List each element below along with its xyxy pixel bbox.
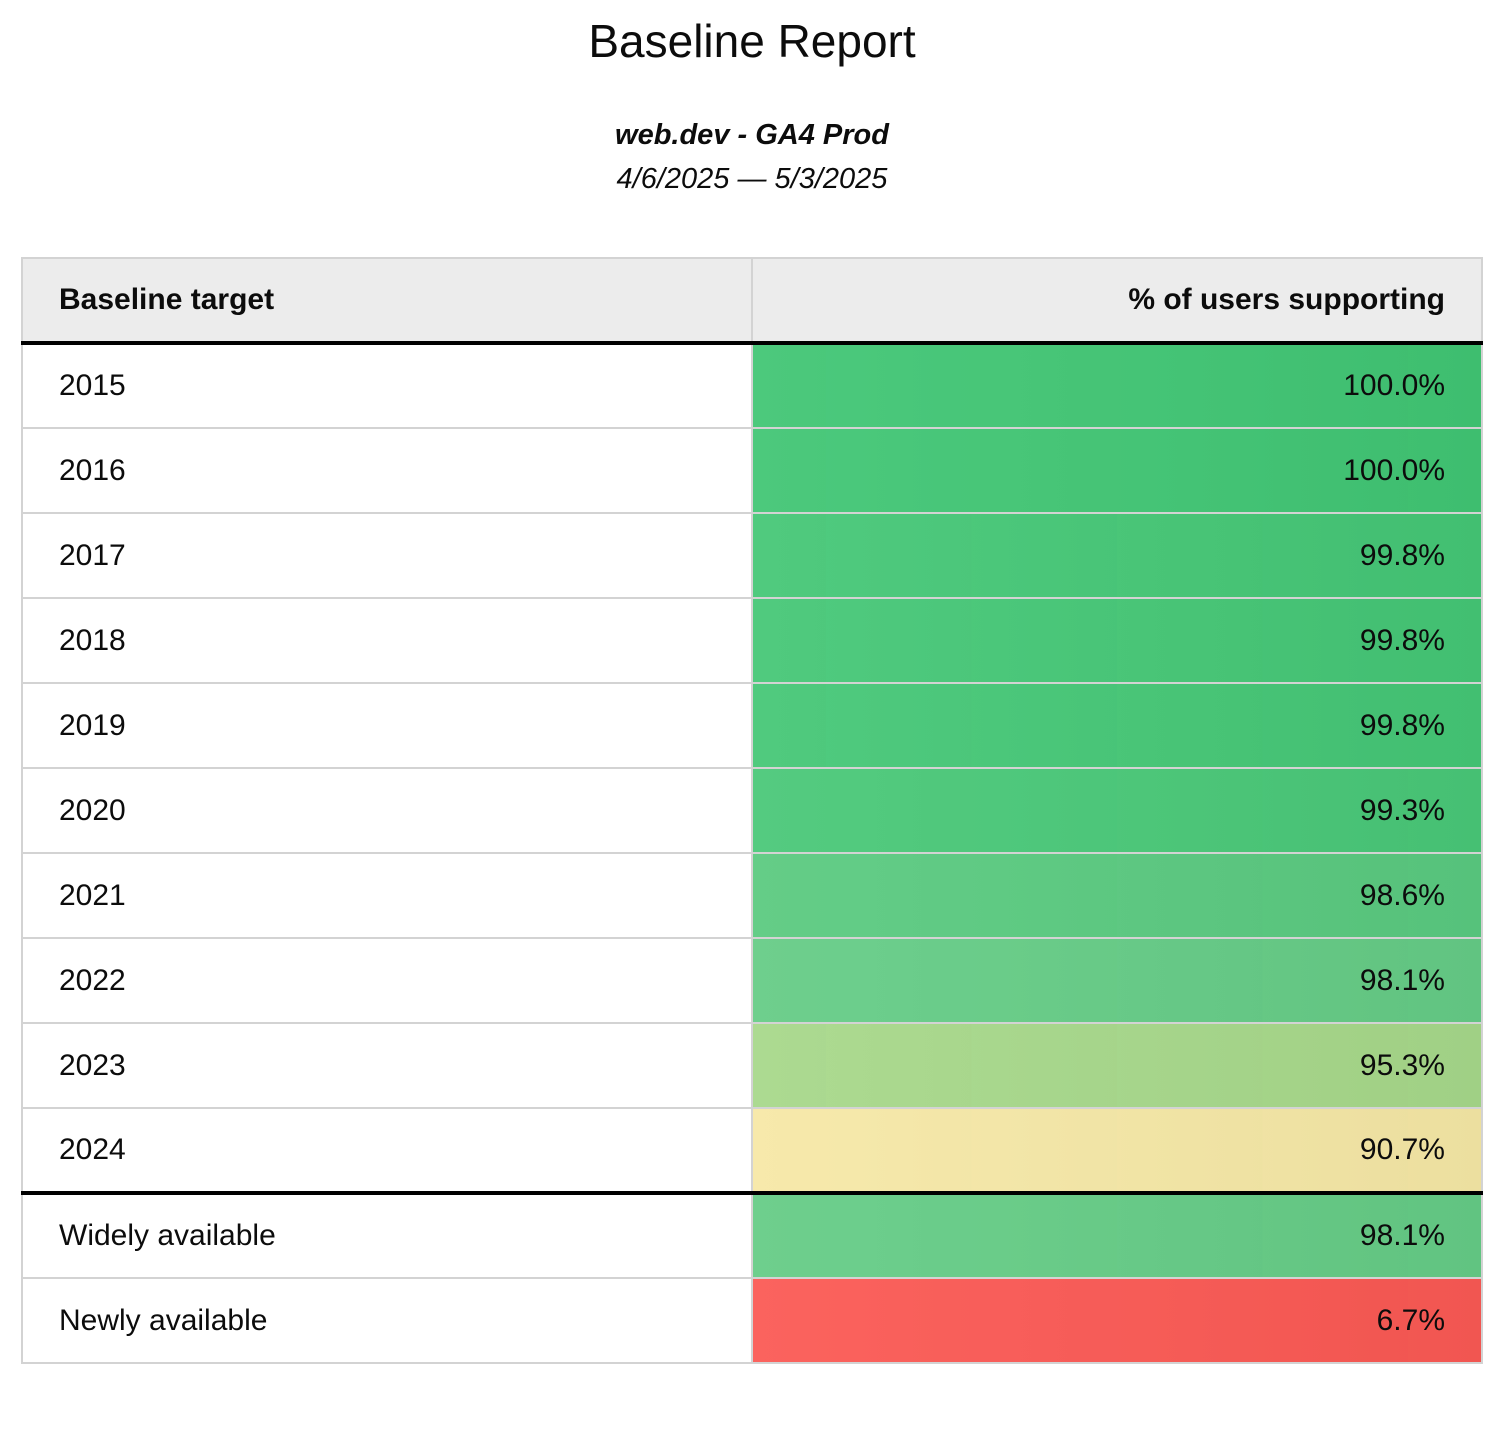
table-row: 2018 99.8% [21,597,1483,685]
baseline-target-cell: 2016 [21,427,753,515]
report-date-range: 4/6/2025 — 5/3/2025 [616,163,888,196]
table-header-row: Baseline target % of users supporting [21,257,1483,346]
support-percentage-cell: 6.7% [751,1277,1483,1365]
support-percentage-cell: 100.0% [751,427,1483,515]
column-header-baseline-target: Baseline target [21,257,753,346]
table-row: 2022 98.1% [21,937,1483,1025]
table-row: 2023 95.3% [21,1022,1483,1110]
report-subtitle-property: web.dev - GA4 Prod [615,119,889,152]
support-percentage-cell: 98.1% [751,1191,1483,1280]
table-row: Widely available 98.1% [21,1191,1483,1280]
support-percentage-cell: 99.3% [751,767,1483,855]
support-percentage-cell: 90.7% [751,1107,1483,1195]
table-row: 2016 100.0% [21,427,1483,515]
page-title: Baseline Report [588,15,916,67]
table-row: Newly available 6.7% [21,1277,1483,1365]
baseline-target-cell: 2024 [21,1107,753,1195]
table-row: 2015 100.0% [21,342,1483,430]
baseline-target-cell: 2017 [21,512,753,600]
table-row: 2019 99.8% [21,682,1483,770]
baseline-target-cell: 2015 [21,342,753,430]
table-body: 2015 100.0% 2016 100.0% 2017 99.8% 2018 … [21,342,1483,1365]
baseline-target-cell: Widely available [21,1191,753,1280]
baseline-report-page: Baseline Report web.dev - GA4 Prod 4/6/2… [0,14,1504,1440]
support-percentage-cell: 95.3% [751,1022,1483,1110]
table-row: 2021 98.6% [21,852,1483,940]
table-row: 2024 90.7% [21,1107,1483,1195]
table-row: 2020 99.3% [21,767,1483,855]
baseline-target-cell: Newly available [21,1277,753,1365]
baseline-table: Baseline target % of users supporting 20… [21,257,1483,1365]
table-row: 2017 99.8% [21,512,1483,600]
table-header: Baseline target % of users supporting [21,257,1483,346]
baseline-target-cell: 2019 [21,682,753,770]
column-header-users-supporting: % of users supporting [751,257,1483,346]
baseline-target-cell: 2023 [21,1022,753,1110]
support-percentage-cell: 98.1% [751,937,1483,1025]
report-header: Baseline Report web.dev - GA4 Prod 4/6/2… [0,14,1504,197]
baseline-target-cell: 2021 [21,852,753,940]
baseline-target-cell: 2022 [21,937,753,1025]
support-percentage-cell: 98.6% [751,852,1483,940]
support-percentage-cell: 99.8% [751,512,1483,600]
support-percentage-cell: 99.8% [751,597,1483,685]
baseline-target-cell: 2020 [21,767,753,855]
support-percentage-cell: 100.0% [751,342,1483,430]
support-percentage-cell: 99.8% [751,682,1483,770]
baseline-target-cell: 2018 [21,597,753,685]
